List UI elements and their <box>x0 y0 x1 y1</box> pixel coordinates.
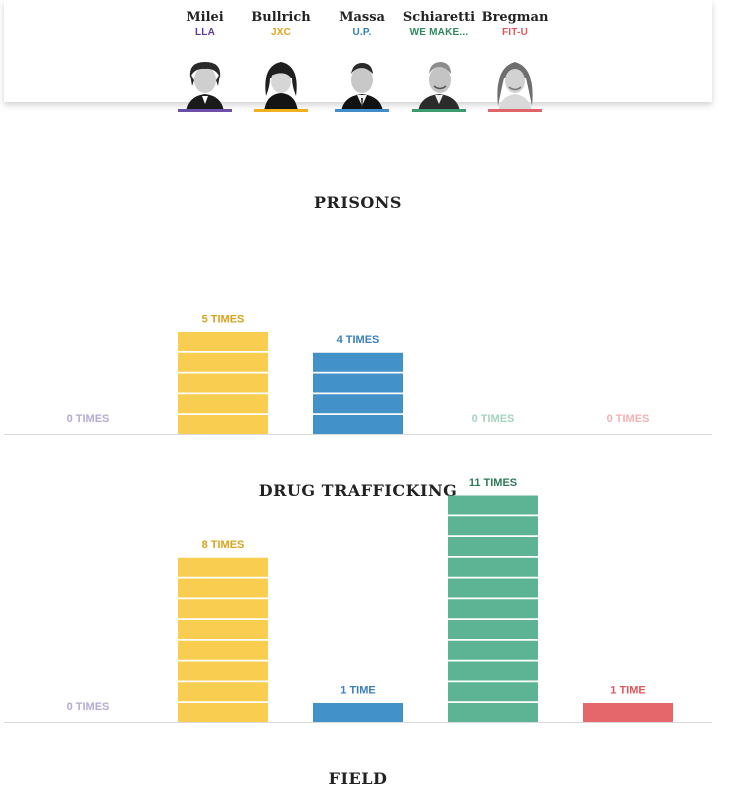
bar-segment <box>178 578 268 598</box>
section-title-prisons: PRISONS <box>314 193 402 212</box>
candidate-massa[interactable]: Massa U.P. <box>322 10 402 112</box>
candidate-party: WE MAKE... <box>409 27 469 38</box>
bar-segment <box>448 599 538 619</box>
bar-value-label: 4 TIMES <box>337 334 380 346</box>
bar-segment <box>178 352 268 372</box>
candidate-color-bar <box>178 109 232 112</box>
bar-segment <box>313 415 403 434</box>
bar-segment <box>178 640 268 660</box>
candidate-name: Schiaretti <box>402 10 476 25</box>
candidate-color-bar <box>335 109 389 112</box>
bar-segment <box>448 537 538 556</box>
bar-segment <box>448 516 538 536</box>
bar-value-label: 8 TIMES <box>202 539 245 551</box>
schiaretti-portrait-icon <box>418 62 460 112</box>
candidate-color-bar <box>488 109 542 112</box>
candidate-name: Bullrich <box>251 10 311 25</box>
candidate-milei[interactable]: Milei LLA <box>165 10 245 112</box>
section-title-drug-trafficking: DRUG TRAFFICKING <box>258 481 458 500</box>
bar-segment <box>448 620 538 639</box>
bar-segment <box>178 394 268 414</box>
milei-portrait-icon <box>186 62 224 112</box>
bar-segment <box>448 703 538 722</box>
candidate-color-bar <box>412 109 466 112</box>
bar-segment <box>448 578 538 598</box>
bar-segment <box>178 620 268 639</box>
bar-segment <box>448 661 538 681</box>
candidate-bregman[interactable]: Bregman FIT-U <box>475 10 555 112</box>
bar-segment <box>178 682 268 702</box>
bar-value-label: 0 TIMES <box>472 413 515 425</box>
bar-segment <box>178 415 268 434</box>
bar-segment <box>448 495 538 515</box>
bar-segment <box>448 557 538 577</box>
bar-segment <box>178 703 268 722</box>
candidate-party: JXC <box>270 27 292 38</box>
candidate-name: Massa <box>339 10 385 25</box>
chart-1: 0 TIMES 8 TIMES 1 TIME 11 TIMES 1 TIME <box>4 477 712 723</box>
bar-segment <box>178 373 268 393</box>
bregman-portrait-icon <box>497 62 533 112</box>
bar-segment <box>178 661 268 681</box>
candidate-bullrich[interactable]: Bullrich JXC <box>241 10 321 112</box>
bar-segment <box>313 394 403 414</box>
candidate-party: U.P. <box>352 27 372 38</box>
massa-portrait-icon <box>341 63 383 112</box>
bar-segment <box>448 640 538 660</box>
candidate-party: FIT-U <box>502 27 528 38</box>
bar-segment <box>313 352 403 372</box>
candidate-name: Bregman <box>481 10 549 25</box>
bar-value-label: 5 TIMES <box>202 313 245 325</box>
bullrich-portrait-icon <box>264 62 298 112</box>
bar-value-label: 0 TIMES <box>67 701 110 713</box>
chart-0: 0 TIMES 5 TIMES 4 TIMES 0 TIMES 0 TIMES <box>4 313 712 435</box>
bar-value-label: 11 TIMES <box>469 477 517 489</box>
candidate-name: Milei <box>186 10 224 25</box>
bar-segment <box>178 599 268 619</box>
candidate-color-bar <box>254 109 308 112</box>
bar-value-label: 0 TIMES <box>607 413 650 425</box>
bar-segment <box>583 703 673 722</box>
bar-value-label: 1 TIME <box>340 684 375 696</box>
candidate-party: LLA <box>194 27 216 38</box>
candidate-header: Milei LLA Bullrich JXC Massa U.P. <box>4 0 712 112</box>
bar-value-label: 1 TIME <box>610 684 645 696</box>
bar-value-label: 0 TIMES <box>67 413 110 425</box>
bar-segment <box>178 557 268 577</box>
candidate-schiaretti[interactable]: Schiaretti WE MAKE... <box>399 10 479 112</box>
bar-segment <box>178 332 268 351</box>
bar-segment <box>313 703 403 722</box>
section-title-field: FIELD <box>328 769 388 788</box>
bar-segment <box>448 682 538 702</box>
bar-segment <box>313 373 403 393</box>
